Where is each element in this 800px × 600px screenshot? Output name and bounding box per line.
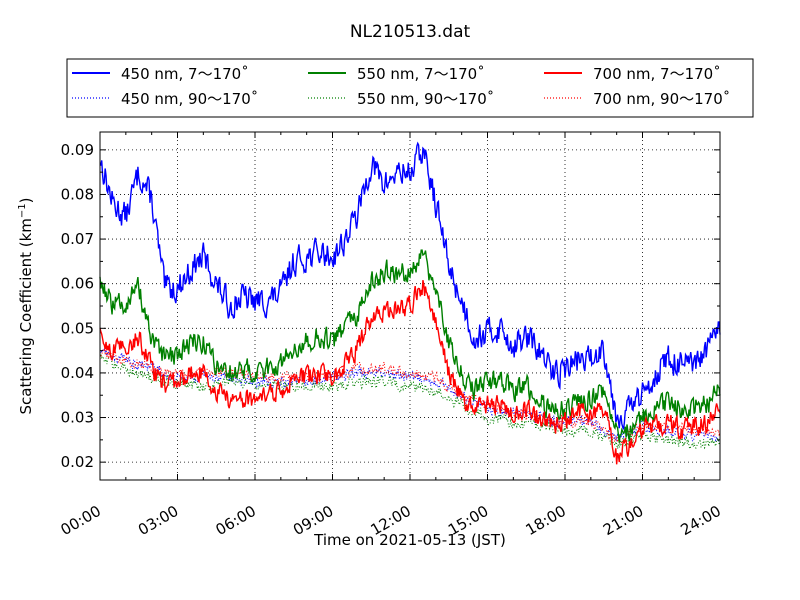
legend: 450 nm, 7～170˚ 550 nm, 7～170˚ 700 nm, 7～17… xyxy=(66,58,754,118)
y-axis-label: Scattering Coefficient (km−1) xyxy=(17,197,35,414)
legend-label: 450 nm, 7～170˚ xyxy=(121,65,249,83)
y-tick-label: 0.06 xyxy=(61,275,94,293)
y-tick-label: 0.02 xyxy=(61,453,94,471)
series-line xyxy=(99,352,721,451)
x-axis-label: Time on 2021-05-13 (JST) xyxy=(313,531,506,549)
y-tick-label: 0.07 xyxy=(61,230,94,248)
legend-label: 700 nm, 7～170˚ xyxy=(593,65,721,83)
legend-label: 550 nm, 7～170˚ xyxy=(357,65,485,83)
series-line xyxy=(99,347,721,443)
series-line xyxy=(99,141,721,430)
legend-label: 700 nm, 90～170˚ xyxy=(593,90,730,108)
series-line xyxy=(99,280,721,465)
series-line xyxy=(99,249,721,443)
y-tick-label: 0.08 xyxy=(61,185,94,203)
y-tick-label: 0.05 xyxy=(61,319,94,337)
y-tick-label: 0.03 xyxy=(61,409,94,427)
y-tick-label: 0.09 xyxy=(61,141,94,159)
chart-title: NL210513.dat xyxy=(350,22,471,42)
legend-frame xyxy=(66,58,754,118)
y-tick-label: 0.04 xyxy=(61,364,94,382)
legend-label: 550 nm, 90～170˚ xyxy=(357,90,494,108)
legend-label: 450 nm, 90～170˚ xyxy=(121,90,258,108)
series-layer xyxy=(99,141,721,465)
series-line xyxy=(99,348,721,445)
